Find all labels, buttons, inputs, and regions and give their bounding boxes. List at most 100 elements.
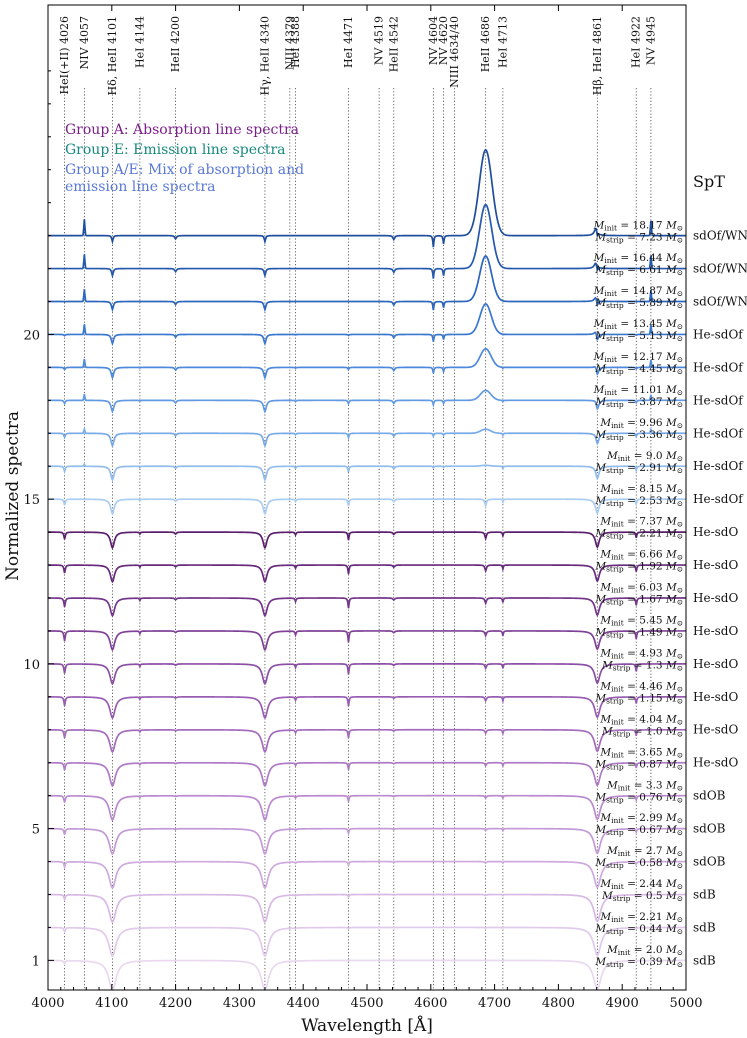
x-tick-label-10: 5000 [669, 996, 702, 1011]
spt-label-10: He-sdO [693, 558, 738, 572]
spectrum-22 [47, 959, 687, 992]
spt-label-9: He-sdO [693, 525, 738, 539]
spectrum-20 [48, 893, 686, 924]
line-label-13: NIII 4634/40 [448, 16, 461, 88]
mstrip-8: Mstrip = 2.53 M⊙ [594, 495, 683, 508]
minit-3: Minit = 13.45 M⊙ [593, 318, 683, 331]
minit-5: Minit = 11.01 M⊙ [593, 384, 683, 397]
line-label-0: HeI(+II) 4026 [58, 16, 71, 94]
y-tick-label-2: 10 [23, 658, 40, 673]
minit-19: Minit = 2.7 M⊙ [606, 845, 683, 858]
x-tick-label-8: 4800 [542, 996, 575, 1011]
x-tick-label-1: 4100 [95, 996, 128, 1011]
minit-7: Minit = 9.0 M⊙ [606, 450, 683, 463]
mstrip-12: Mstrip = 1.49 M⊙ [594, 627, 683, 640]
minit-8: Minit = 8.15 M⊙ [599, 483, 683, 496]
mstrip-6: Mstrip = 3.36 M⊙ [594, 429, 683, 442]
spectrum-19 [48, 860, 686, 890]
spt-label-8: He-sdOf [693, 492, 744, 506]
mstrip-14: Mstrip = 1.15 M⊙ [594, 692, 683, 705]
spt-label-11: He-sdO [693, 591, 738, 605]
mass-annotations: Minit = 18.17 M⊙Mstrip = 7.23 M⊙ Minit = … [593, 219, 683, 969]
spt-label-17: sdOB [693, 789, 726, 803]
spectrum-14 [48, 695, 686, 720]
mstrip-13: Mstrip = 1.3 M⊙ [601, 660, 683, 673]
spectrum-4 [48, 347, 686, 380]
mstrip-3: Mstrip = 5.13 M⊙ [594, 330, 683, 343]
spectrum-5 [48, 389, 686, 414]
line-label-18: NV 4945 [644, 16, 657, 65]
mstrip-5: Mstrip = 3.87 M⊙ [594, 396, 683, 409]
spt-header: SpT [693, 172, 725, 191]
spectrum-16 [48, 761, 686, 788]
y-tick-label-1: 5 [32, 823, 40, 838]
minit-12: Minit = 5.45 M⊙ [599, 615, 683, 628]
spectrum-12 [48, 630, 686, 652]
mstrip-18: Mstrip = 0.67 M⊙ [594, 824, 683, 837]
spt-label-15: He-sdO [693, 723, 738, 737]
line-label-15: HeI 4713 [496, 16, 509, 68]
spt-label-13: He-sdO [693, 657, 738, 671]
spectrum-17 [48, 794, 686, 822]
spt-label-0: sdOf/WN [693, 229, 747, 243]
x-tick-label-5: 4500 [350, 996, 383, 1011]
y-tick-label-4: 20 [23, 328, 40, 343]
spectra-series [47, 148, 687, 992]
mstrip-22: Mstrip = 0.39 M⊙ [594, 956, 683, 969]
spt-label-19: sdOB [693, 855, 726, 869]
minit-4: Minit = 12.17 M⊙ [593, 351, 683, 364]
line-label-14: HeII 4686 [479, 16, 492, 72]
line-label-16: Hβ, HeII 4861 [591, 16, 604, 95]
spectrum-0 [48, 148, 686, 248]
mstrip-21: Mstrip = 0.44 M⊙ [594, 923, 683, 936]
spt-label-2: sdOf/WN [693, 294, 747, 308]
legend-group-ae: Group A/E: Mix of absorption and emission… [65, 162, 304, 195]
minit-17: Minit = 3.3 M⊙ [606, 779, 683, 792]
mstrip-2: Mstrip = 5.89 M⊙ [594, 297, 683, 310]
spectrum-6 [48, 426, 686, 448]
line-markers: HeI(+II) 4026 NIV 4057 Hδ, HeII 4101 HeI 41… [58, 16, 657, 990]
line-label-8: HeI 4471 [342, 16, 355, 68]
spectrum-7 [48, 462, 686, 482]
mstrip-7: Mstrip = 2.91 M⊙ [594, 462, 683, 475]
spectrum-9 [48, 531, 686, 550]
axis-ticks: 4000 4100 4200 4300 4400 4500 4600 4700 4800 4900… [23, 5, 703, 1011]
minit-22: Minit = 2.0 M⊙ [606, 944, 683, 957]
spectrum-15 [47, 728, 686, 754]
x-tick-label-0: 4000 [31, 996, 64, 1011]
spectrum-2 [48, 255, 686, 313]
spt-label-7: He-sdOf [693, 459, 744, 473]
x-tick-label-9: 4900 [606, 996, 639, 1011]
line-label-17: HeI 4922 [630, 16, 643, 68]
x-tick-label-6: 4600 [414, 996, 447, 1011]
legend-group-a: Group A: Absorption line spectra [65, 122, 299, 138]
minit-20: Minit = 2.44 M⊙ [599, 878, 683, 891]
minit-9: Minit = 7.37 M⊙ [599, 516, 683, 529]
y-tick-label-0: 1 [32, 954, 40, 969]
line-label-4: HeII 4200 [169, 16, 182, 72]
minit-1: Minit = 16.44 M⊙ [593, 252, 683, 265]
x-tick-label-4: 4400 [287, 996, 320, 1011]
minit-0: Minit = 18.17 M⊙ [593, 219, 683, 232]
x-tick-label-7: 4700 [478, 996, 511, 1011]
spt-label-3: He-sdOf [693, 327, 744, 341]
minit-6: Minit = 9.96 M⊙ [599, 417, 683, 430]
spt-label-16: He-sdO [693, 756, 738, 770]
line-label-6: NIII 4379 [283, 16, 296, 70]
line-label-7: HeI 4388 [289, 16, 302, 68]
spectrum-8 [48, 498, 686, 516]
minit-18: Minit = 2.99 M⊙ [599, 812, 683, 825]
mstrip-0: Mstrip = 7.23 M⊙ [594, 231, 683, 244]
mstrip-1: Mstrip = 6.61 M⊙ [594, 264, 683, 277]
spt-label-6: He-sdOf [693, 426, 744, 440]
minit-14: Minit = 4.46 M⊙ [599, 680, 683, 693]
mstrip-16: Mstrip = 0.87 M⊙ [594, 758, 683, 771]
spectrum-1 [48, 203, 686, 279]
mstrip-4: Mstrip = 4.45 M⊙ [594, 363, 683, 376]
x-axis-label: Wavelength [Å] [301, 1015, 433, 1036]
line-label-9: NV 4519 [373, 16, 386, 65]
spectral-types: sdOf/WN sdOf/WN sdOf/WN He-sdOf He-sdOf He-sd… [693, 229, 747, 968]
y-axis-label: Normalized spectra [3, 411, 23, 581]
spt-label-21: sdB [693, 920, 716, 934]
